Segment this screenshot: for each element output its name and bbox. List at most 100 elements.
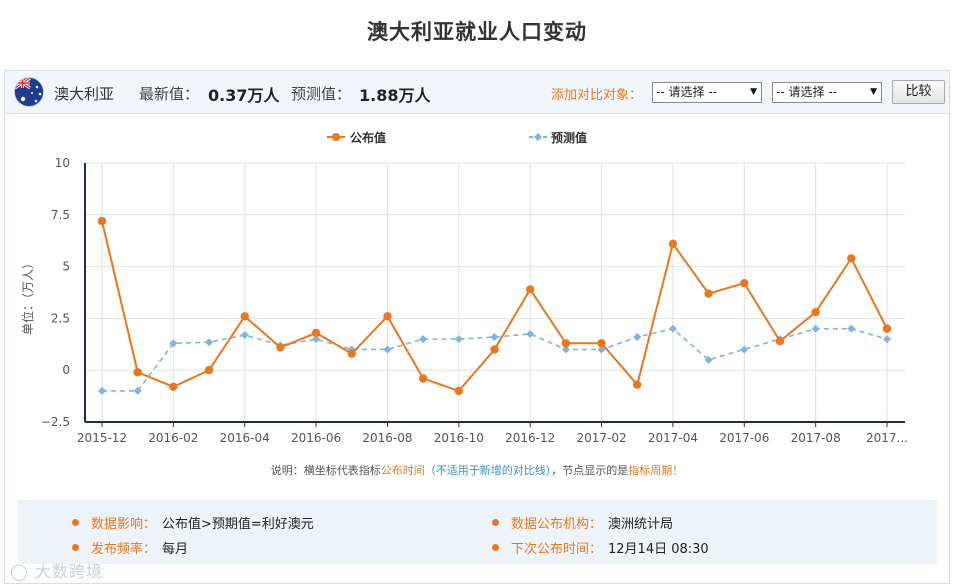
forecast-point <box>419 335 428 344</box>
y-tick-label: 7.5 <box>51 208 70 222</box>
info-agency-value: 澳洲统计局 <box>608 517 674 532</box>
info-next-value: 12月14日 08:30 <box>608 542 709 557</box>
forecast-point <box>704 355 713 364</box>
x-tick-label: 2015-12 <box>77 431 127 445</box>
published-point <box>775 336 785 346</box>
forecast-point <box>383 345 392 354</box>
forecast-point <box>740 345 749 354</box>
x-tick-label: 2016-08 <box>362 431 412 445</box>
x-tick-label: 2016-06 <box>291 431 341 445</box>
bullet-dot-icon <box>72 544 79 551</box>
x-tick-label: 2017-04 <box>648 431 698 445</box>
info-box: 数据影响： 公布值>预期值=利好澳元 数据公布机构： 澳洲统计局 发布频率： 每月 下… <box>18 500 937 564</box>
page-title: 澳大利亚就业人口变动 <box>367 20 587 44</box>
published-point <box>525 285 535 294</box>
note-text-4: ，节点显示的是 <box>551 464 629 477</box>
note-text-2: 公布时间 <box>380 464 425 477</box>
forecast-point <box>490 333 499 342</box>
legend-published-label: 公布值 <box>350 130 386 145</box>
published-point <box>740 278 749 288</box>
published-point <box>811 307 820 317</box>
toolbar: 澳大利亚 最新值： 0.37万人 预测值： 1.88万人 添加对比对象： -- … <box>5 71 949 114</box>
published-point <box>561 339 571 348</box>
published-point <box>311 328 321 338</box>
latest-value-label: 最新值： <box>139 85 200 103</box>
y-tick-label: 10 <box>55 156 70 170</box>
published-point <box>133 368 142 377</box>
forecast-point <box>668 324 677 333</box>
note-text-3: （不适用于新增的对比线） <box>424 464 552 477</box>
forecast-point <box>169 339 178 348</box>
published-point <box>240 312 249 321</box>
note-text-6: ！ <box>672 464 684 477</box>
x-tick-label: 2016-04 <box>220 431 270 445</box>
published-point <box>383 312 392 321</box>
x-tick-label: 2017-02 <box>576 431 626 445</box>
note-text-1: 说明：横坐标代表指标 <box>270 464 381 477</box>
published-point <box>597 339 606 348</box>
forecast-value: 1.88万人 <box>359 86 431 105</box>
published-point <box>276 343 285 352</box>
compare-select-2-value: -- 请选择 -- <box>776 85 837 99</box>
bullet-dot-icon <box>72 519 79 526</box>
x-tick-label: 2017-08 <box>791 431 841 445</box>
y-tick-label: 0 <box>62 363 70 377</box>
y-axis-label: 单位：（万人） <box>20 257 35 335</box>
forecast-point <box>205 338 214 347</box>
forecast-point <box>561 345 570 354</box>
info-next-label: 下次公布时间： <box>511 542 603 557</box>
legend-item-published[interactable]: 公布值 <box>327 130 386 145</box>
compare-select-2[interactable]: -- 请选择 -- ▼ <box>772 82 882 103</box>
australia-flag-icon <box>14 77 44 107</box>
forecast-point <box>883 335 891 344</box>
compare-target-label: 添加对比对象： <box>551 88 643 103</box>
x-tick-label: 2016-02 <box>148 431 198 445</box>
info-frequency: 发布频率： 每月 <box>72 538 188 557</box>
y-tick-labels: −2.5 0 2.5 5 7.5 10 <box>41 156 70 429</box>
info-frequency-value: 每月 <box>162 542 189 557</box>
y-tick-label: −2.5 <box>41 415 70 429</box>
published-point <box>347 349 356 358</box>
bullet-dot-icon <box>492 519 499 526</box>
latest-value: 0.37万人 <box>208 86 280 105</box>
chart-legend[interactable]: 公布值 预测值 <box>327 130 587 145</box>
forecast-point <box>133 386 142 395</box>
x-tick-label: 2017-06 <box>719 431 769 445</box>
legend-item-forecast[interactable]: 预测值 <box>529 130 587 145</box>
forecast-series-line <box>102 327 888 392</box>
forecast-value-label: 预测值： <box>291 85 352 103</box>
chart-panel: 澳大利亚 最新值： 0.37万人 预测值： 1.88万人 添加对比对象： -- … <box>4 70 950 584</box>
published-point <box>418 374 428 383</box>
y-tick-label: 5 <box>62 260 70 274</box>
forecast-point <box>312 335 321 344</box>
chart-series <box>97 216 892 396</box>
watermark-logo: ◯ 大数跨境 <box>10 562 104 581</box>
compare-button[interactable]: 比较 <box>892 80 945 104</box>
legend-forecast-marker <box>534 133 542 141</box>
published-point <box>454 386 464 396</box>
published-point <box>668 239 678 249</box>
y-tick-label: 2.5 <box>51 311 70 325</box>
published-point <box>633 380 642 389</box>
chevron-down-icon: ▼ <box>870 87 877 97</box>
forecast-point <box>597 345 606 354</box>
info-impact-label: 数据影响： <box>91 517 157 532</box>
published-point <box>847 254 856 263</box>
info-frequency-label: 发布频率： <box>91 542 157 557</box>
note-text-5: 指标周期 <box>628 464 673 477</box>
bullet-dot-icon <box>492 544 499 551</box>
x-tick-labels: 2015-12 2016-02 2016-04 2016-06 2016-08 2016-… <box>77 431 908 445</box>
published-point <box>882 324 892 333</box>
x-tick-label: 2016-10 <box>434 431 484 445</box>
forecast-point <box>454 335 463 344</box>
compare-select-1-value: -- 请选择 -- <box>656 85 717 99</box>
legend-forecast-label: 预测值 <box>551 130 587 145</box>
chart-axes <box>84 163 905 427</box>
info-impact: 数据影响： 公布值>预期值=利好澳元 <box>72 513 314 532</box>
forecast-point <box>633 333 642 342</box>
info-agency: 数据公布机构： 澳洲统计局 <box>492 513 673 532</box>
watermark-text: 大数跨境 <box>35 562 104 581</box>
compare-select-1[interactable]: -- 请选择 -- ▼ <box>652 82 762 103</box>
published-point <box>204 366 214 375</box>
info-next-release: 下次公布时间： 12月14日 08:30 <box>492 538 709 557</box>
